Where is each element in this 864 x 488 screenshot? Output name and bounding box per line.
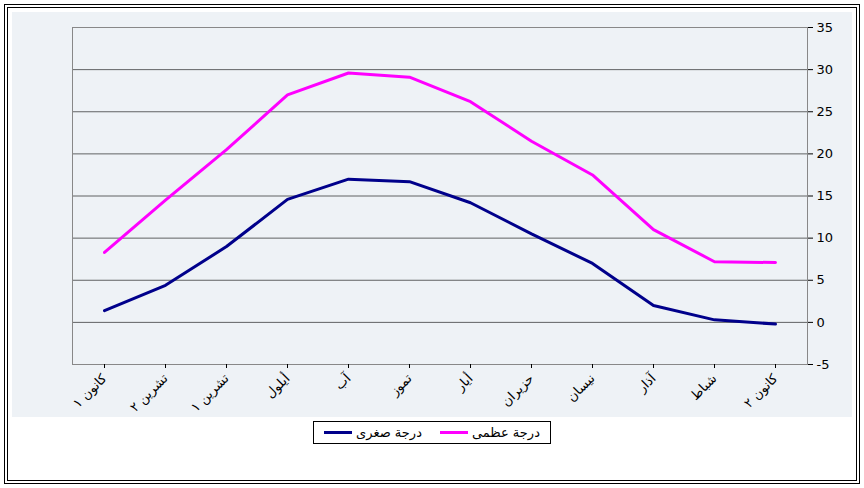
- svg-text:30: 30: [817, 62, 834, 77]
- svg-text:5: 5: [817, 272, 825, 287]
- svg-text:25: 25: [817, 104, 834, 119]
- svg-text:شباط: شباط: [687, 371, 719, 403]
- svg-text:أيار: أيار: [451, 370, 476, 395]
- svg-text:نيسان: نيسان: [564, 371, 598, 405]
- html-text:درجة صغرى: درجة صغرى: [356, 425, 422, 440]
- svg-text:تشرين ١: تشرين ١: [188, 371, 233, 416]
- svg-text:20: 20: [817, 146, 834, 161]
- svg-text:15: 15: [817, 188, 834, 203]
- svg-text:كانون ٢: كانون ٢: [741, 370, 782, 411]
- svg-text:كانون ١: كانون ١: [70, 370, 111, 411]
- svg-text:-5: -5: [817, 357, 830, 372]
- svg-text:آذار: آذار: [633, 369, 660, 396]
- svg-text:35: 35: [817, 20, 834, 35]
- svg-text:تموز: تموز: [386, 371, 415, 400]
- svg-text:أيلول: أيلول: [262, 370, 294, 402]
- html-text:درجة عظمى: درجة عظمى: [471, 425, 540, 440]
- svg-text:آب: آب: [331, 369, 355, 393]
- svg-text:تشرين ٢: تشرين ٢: [127, 371, 172, 416]
- svg-text:10: 10: [817, 230, 834, 245]
- svg-text:حزيران: حزيران: [498, 371, 537, 410]
- svg-text:0: 0: [817, 315, 825, 330]
